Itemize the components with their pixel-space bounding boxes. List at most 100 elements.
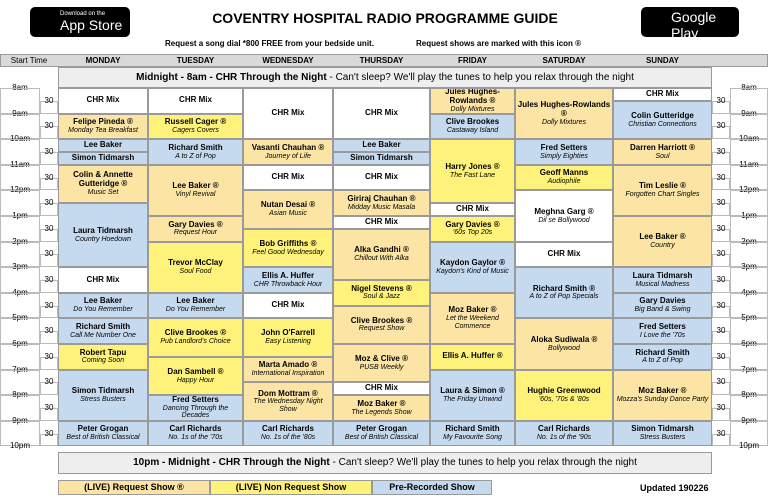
legend-item: Pre-Recorded Show (372, 480, 492, 495)
start-time: Start Time (10, 56, 48, 65)
half-label: 30 (716, 95, 726, 105)
show-title: Gary Davies ® (445, 219, 500, 229)
show-title: Carl Richards (169, 424, 222, 434)
show: Gary Davies Big Band & Swing (613, 292, 712, 319)
half-label: 30 (716, 121, 726, 131)
show-subtitle: Midday Music Masala (347, 203, 416, 211)
show-title: Darren Harriott ® (629, 142, 696, 152)
show-title: Simon Tidmarsh (71, 385, 135, 395)
time-cell (0, 139, 40, 165)
show-title: Gary Davies ® (168, 219, 223, 229)
show-subtitle: Vinyl Revival (175, 190, 216, 198)
time-cell (0, 369, 40, 396)
half-cell (712, 177, 730, 191)
show-subtitle: Feel Good Wednesday (252, 248, 324, 256)
show-title: Richard Smith ® (532, 283, 596, 293)
half-cell (40, 152, 58, 165)
show: Richard Smith A to Z of Pop (148, 139, 243, 165)
badge-small: GET IT ON (671, 3, 701, 9)
time-label: 9am (12, 108, 28, 118)
half-label: 30 (44, 223, 54, 233)
time-label: 6pm (741, 339, 757, 348)
time-cell (0, 318, 40, 344)
show-subtitle: Simply Eighties (540, 152, 588, 160)
show-subtitle: Best of British Classical (344, 434, 419, 442)
show-title: Felipe Pineda ® (73, 117, 133, 127)
show-title: Vasanti Chauhan ® (251, 142, 325, 152)
show-title: Moz Baker ® (638, 385, 687, 395)
show-title: Jules Hughes-Rowlands ® (445, 88, 500, 105)
show-subtitle: Do You Remember (165, 306, 226, 314)
half-label: 30 (716, 147, 726, 156)
show-title: Lee Baker ® (639, 232, 686, 242)
half-label: 30 (44, 121, 54, 131)
icon-line: Request shows are marked with this icon … (416, 39, 582, 48)
day-header: SUNDAY (645, 56, 680, 65)
app-store-badge[interactable]: Download on the App Store (30, 7, 130, 37)
show: Jules Hughes-Rowlands ® Dolly Mixtures (430, 88, 515, 114)
show: Laura & Simon ® The Friday Unwind (430, 369, 515, 421)
time-label: 5pm (741, 313, 757, 323)
show-subtitle: Request Show (358, 325, 405, 333)
show-subtitle: Call Me Number One (70, 331, 136, 339)
time-label: 10am (9, 134, 30, 144)
show: Aloka Sudiwala ® Bollywood (515, 318, 613, 370)
time-label: 3pm (12, 262, 28, 272)
show-subtitle: Asian Music (269, 210, 307, 218)
show-title: Harry Jones ® (445, 161, 500, 171)
show: Laura Tidmarsh Musical Madness (613, 267, 712, 293)
half-label: 30 (716, 300, 726, 310)
half-label: 30 (44, 377, 54, 387)
show-title: Carl Richards (261, 424, 315, 434)
google-play-badge[interactable]: GET IT ON Google Play (641, 3, 739, 41)
show: Ellis A. Huffer CHR Throwback Hour (243, 267, 333, 293)
show-subtitle: Journey of Life (265, 152, 311, 160)
show: Laura Tidmarsh Country Hoedown (58, 203, 148, 268)
show-title: Ellis A. Huffer (261, 270, 315, 280)
show-title: CHR Mix (365, 217, 398, 226)
show: Nigel Stevens ® Soul & Jazz (333, 280, 430, 306)
half-label: 30 (716, 275, 726, 284)
show: Giriraj Chauhan ® Midday Music Masala (333, 190, 430, 216)
time-label: 11am (739, 159, 759, 169)
show-title: Lee Baker (362, 140, 401, 150)
half-cell (40, 203, 58, 216)
show-subtitle: Forgotten Chart Singles (625, 190, 700, 198)
show-title: Gary Davies (639, 296, 686, 306)
half-cell (712, 228, 730, 242)
show-subtitle: '60s, '70s & '80s (538, 395, 590, 403)
show-title: Dom Mottram ® (258, 388, 318, 398)
half-label: 30 (44, 147, 54, 156)
show: Hughie Greenwood '60s, '70s & '80s (515, 369, 613, 421)
show: CHR Mix (58, 88, 148, 114)
show-subtitle: No. 1s of the '70s (168, 434, 223, 442)
show-title: Marta Amado ® (258, 360, 318, 370)
show-subtitle: International Inspiration (251, 370, 325, 378)
title: COVENTRY HOSPITAL RADIO PROGRAMME GUIDE (212, 10, 558, 26)
half-label: 30 (716, 172, 726, 182)
show: Richard Smith Call Me Number One (58, 318, 148, 344)
show: CHR Mix (243, 88, 333, 140)
show: Moz Baker ® Let the Weekend Commence (430, 292, 515, 344)
show-subtitle: The Wednesday Night Show (253, 398, 323, 413)
half-label: 30 (44, 300, 54, 310)
day-header: THURSDAY (359, 56, 404, 65)
show: Meghna Garg ® Dil se Bollywood (515, 190, 613, 242)
show: Peter Grogan Best of British Classical (58, 420, 148, 447)
show-title: Lee Baker (176, 296, 215, 306)
show-subtitle: The Friday Unwind (443, 395, 502, 403)
show-subtitle: My Favourite Song (443, 434, 502, 442)
show: Vasanti Chauhan ® Journey of Life (243, 139, 333, 165)
half-label: 30 (44, 95, 54, 105)
banner-bold: Midnight - 8am - CHR Through the Night (136, 72, 327, 83)
show-title: CHR Mix (646, 89, 679, 98)
time-label: 9pm (741, 415, 757, 425)
time-cell (0, 241, 40, 268)
legend-item: (LIVE) Non Request Show (210, 480, 372, 495)
time-cell (0, 420, 40, 447)
time-label: 6pm (12, 339, 28, 348)
half-label: 30 (44, 249, 54, 259)
show-title: Moz Baker ® (357, 398, 406, 408)
updated: Updated 190226 (640, 483, 709, 493)
show: Carl Richards No. 1s of the '70s (148, 420, 243, 447)
